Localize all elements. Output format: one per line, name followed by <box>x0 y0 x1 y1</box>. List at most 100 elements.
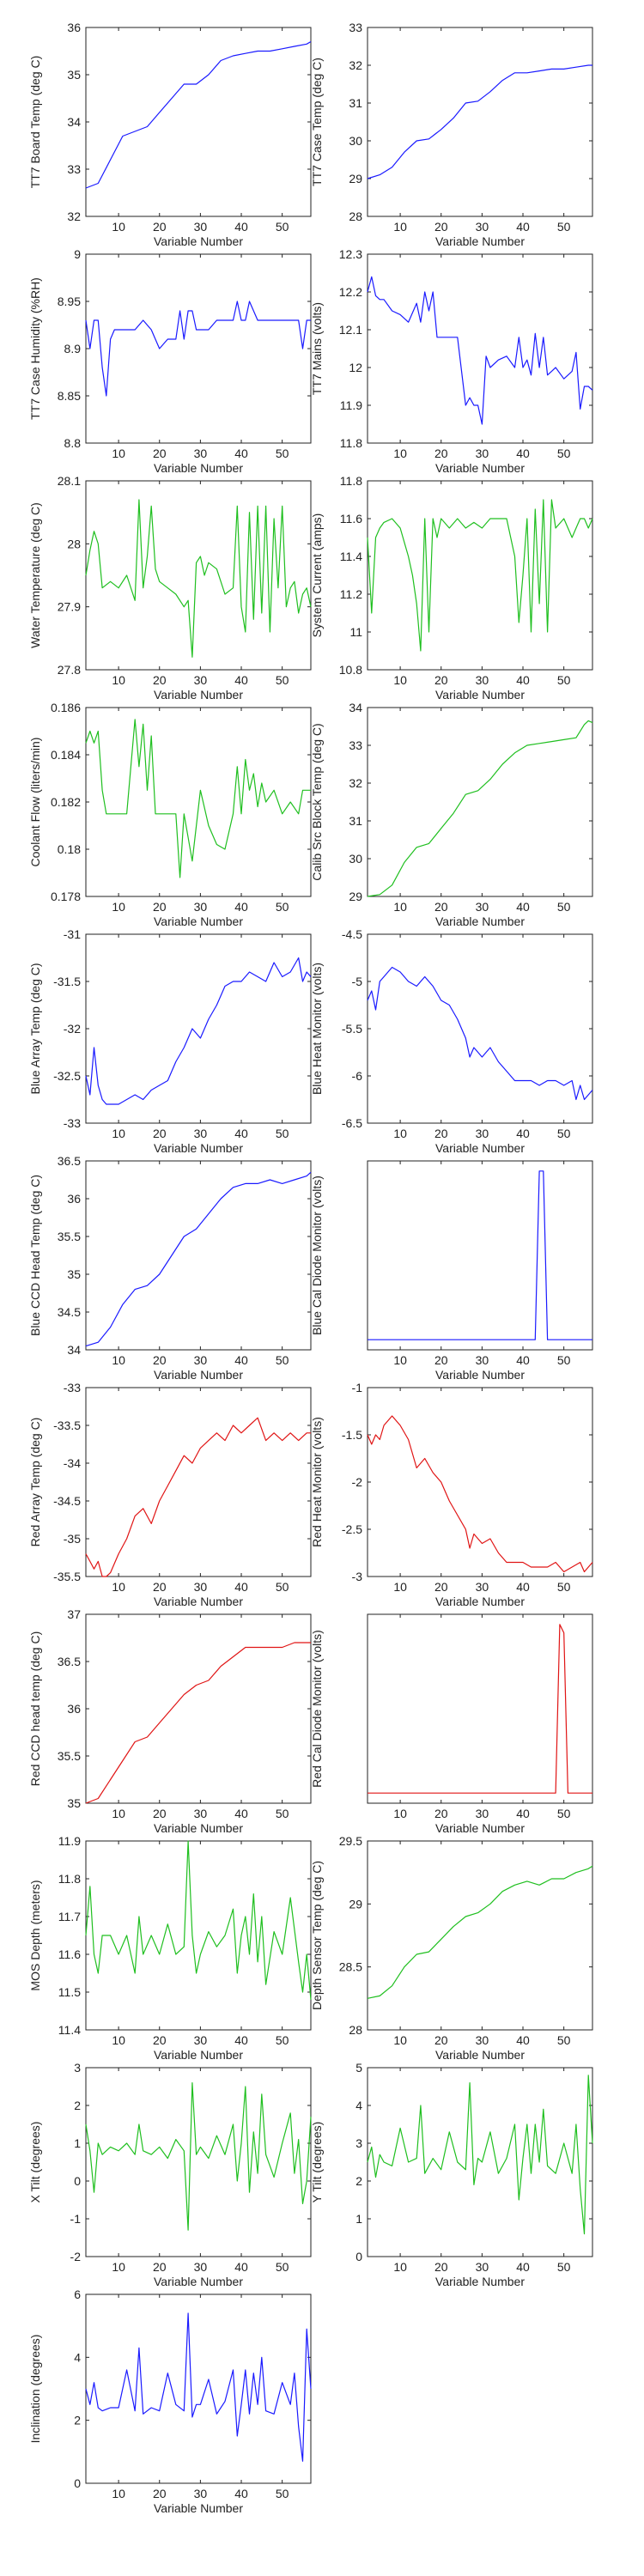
x-axis-label: Variable Number <box>435 1821 525 1835</box>
x-tick-label: 50 <box>557 2033 571 2047</box>
y-axis-label: Blue Cal Diode Monitor (volts) <box>310 1176 324 1335</box>
y-axis-label: Coolant Flow (liters/min) <box>28 738 42 867</box>
x-tick-label: 20 <box>434 1353 448 1367</box>
x-tick-label: 30 <box>476 1127 489 1140</box>
y-tick-label: 8.8 <box>64 436 82 450</box>
x-tick-label: 40 <box>234 2487 248 2500</box>
x-tick-label: 50 <box>276 1807 289 1820</box>
x-tick-label: 50 <box>557 673 571 687</box>
y-tick-label: 29.5 <box>339 1834 362 1848</box>
x-axis-label: Variable Number <box>435 2275 525 2288</box>
x-tick-label: 50 <box>557 1580 571 1594</box>
x-axis-label: Variable Number <box>435 688 525 702</box>
y-tick-label: 29 <box>349 890 362 903</box>
y-tick-label: 35.5 <box>58 1230 81 1243</box>
x-tick-label: 50 <box>276 673 289 687</box>
x-tick-label: 10 <box>112 2260 125 2274</box>
plot-frame <box>85 27 312 217</box>
chart-panel: 10 20 30 40 50 -35.5 -35 -34.5 -34 -33.5 -33 Variab… <box>28 1381 312 1608</box>
x-tick-label: 10 <box>393 900 407 914</box>
y-tick-label: 2 <box>355 2174 362 2188</box>
x-tick-label: 50 <box>276 1127 289 1140</box>
y-tick-label: -3 <box>352 1570 363 1583</box>
x-tick-label: 20 <box>434 673 448 687</box>
y-tick-label: -35.5 <box>53 1570 81 1583</box>
y-axis-label: Blue CCD Head Temp (deg C) <box>28 1175 42 1336</box>
y-axis-label: Water Temperature (deg C) <box>28 502 42 648</box>
x-tick-label: 20 <box>153 2033 167 2047</box>
series-line <box>85 2082 312 2231</box>
x-tick-label: 40 <box>516 2033 530 2047</box>
y-tick-label: 8.85 <box>58 389 81 403</box>
y-axis-label: Red Array Temp (deg C) <box>28 1418 42 1547</box>
y-axis-label: TT7 Case Temp (deg C) <box>310 58 324 186</box>
x-axis-label: Variable Number <box>154 2048 243 2062</box>
chart-panel: 10 20 30 40 50 -2 -1 0 1 2 3 Variable Number X Tilt … <box>28 2061 312 2288</box>
x-tick-label: 10 <box>393 2260 407 2274</box>
series-line <box>85 40 312 189</box>
y-tick-label: 31 <box>349 814 362 828</box>
x-tick-label: 40 <box>234 2260 248 2274</box>
y-axis-label: System Current (amps) <box>310 513 324 638</box>
y-tick-label: 34 <box>349 701 362 714</box>
y-tick-label: 2 <box>74 2414 81 2427</box>
y-tick-label: 2 <box>74 2099 81 2112</box>
x-tick-label: 20 <box>153 2260 167 2274</box>
x-tick-label: 30 <box>476 447 489 460</box>
chart-panel: 10 20 30 40 50 10.8 11 11.2 11.4 11.6 11.8 Variable… <box>310 474 593 702</box>
y-tick-label: 11.6 <box>340 512 362 526</box>
series-line <box>367 276 593 425</box>
y-tick-label: 0.186 <box>51 701 81 714</box>
x-tick-label: 50 <box>276 447 289 460</box>
series-line <box>368 1624 592 1794</box>
x-tick-label: 10 <box>112 900 125 914</box>
y-tick-label: 4 <box>355 2099 362 2112</box>
x-tick-label: 50 <box>276 1353 289 1367</box>
y-tick-label: 11.4 <box>58 2023 81 2037</box>
y-tick-label: -6 <box>352 1069 363 1083</box>
x-tick-label: 10 <box>393 2033 407 2047</box>
x-tick-label: 50 <box>276 220 289 234</box>
y-tick-label: 0 <box>355 2250 362 2263</box>
y-tick-label: 37 <box>67 1607 81 1621</box>
x-axis-label: Variable Number <box>435 234 525 248</box>
y-tick-label: -33 <box>64 1116 81 1130</box>
y-tick-label: -1.5 <box>342 1428 362 1442</box>
y-tick-label: -33 <box>64 1381 81 1394</box>
y-tick-label: 35 <box>67 1796 81 1810</box>
y-tick-label: 36 <box>67 1192 81 1206</box>
x-axis-label: Variable Number <box>435 2048 525 2062</box>
plot-frame <box>85 1840 312 2031</box>
series-line <box>85 1642 311 1804</box>
y-axis-label: Blue Array Temp (deg C) <box>28 963 42 1094</box>
x-tick-label: 20 <box>434 1127 448 1140</box>
y-tick-label: 6 <box>74 2287 81 2301</box>
y-axis-label: Calib Src Block Temp (deg C) <box>310 723 324 880</box>
y-tick-label: -1 <box>352 1381 363 1394</box>
series-line <box>85 1840 312 2000</box>
x-tick-label: 40 <box>516 1127 530 1140</box>
y-tick-label: 27.8 <box>58 663 81 677</box>
y-tick-label: 35 <box>67 1267 81 1281</box>
y-axis-label: X Tilt (degrees) <box>28 2122 42 2203</box>
x-tick-label: 30 <box>194 2033 208 2047</box>
chart-panel: 10 20 30 40 50 11.4 11.5 11.6 11.7 11.8 11.9 Variab… <box>28 1834 312 2062</box>
plot-frame <box>85 2067 312 2257</box>
plot-frame <box>85 1160 312 1351</box>
y-tick-label: 29 <box>349 1897 362 1911</box>
x-tick-label: 50 <box>276 2260 289 2274</box>
plot-frame <box>367 933 593 1124</box>
x-tick-label: 40 <box>516 900 530 914</box>
y-tick-label: 33 <box>349 738 362 752</box>
x-tick-label: 40 <box>234 1353 248 1367</box>
x-tick-label: 30 <box>476 2033 489 2047</box>
series-line <box>367 64 592 179</box>
y-tick-label: -2.5 <box>342 1522 362 1536</box>
plot-frame <box>85 1387 312 1577</box>
y-tick-label: 36 <box>67 21 81 34</box>
x-tick-label: 50 <box>276 1580 289 1594</box>
x-axis-label: Variable Number <box>154 2501 243 2515</box>
x-tick-label: 10 <box>393 673 407 687</box>
y-tick-label: -31.5 <box>53 975 81 988</box>
